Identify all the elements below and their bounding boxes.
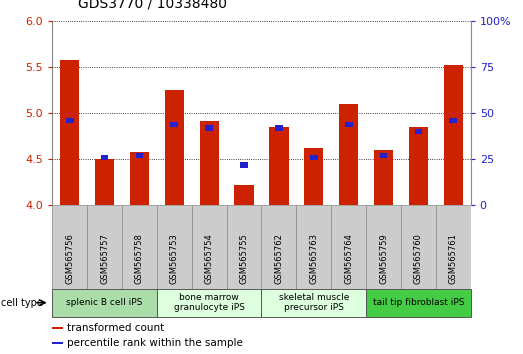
Bar bbox=[366, 289, 471, 317]
Bar bbox=[380, 153, 388, 158]
Bar bbox=[234, 185, 254, 205]
Bar bbox=[297, 205, 331, 289]
Bar bbox=[52, 327, 63, 329]
Text: GSM565760: GSM565760 bbox=[414, 234, 423, 284]
Text: GSM565757: GSM565757 bbox=[100, 234, 109, 284]
Bar bbox=[449, 118, 457, 124]
Text: GSM565754: GSM565754 bbox=[204, 234, 214, 284]
Bar bbox=[240, 162, 248, 167]
Text: GSM565763: GSM565763 bbox=[309, 233, 319, 284]
Bar bbox=[165, 90, 184, 205]
Bar bbox=[331, 205, 366, 289]
Text: GDS3770 / 10338480: GDS3770 / 10338480 bbox=[78, 0, 228, 11]
Bar bbox=[101, 155, 108, 160]
Bar bbox=[52, 342, 63, 344]
Bar bbox=[401, 205, 436, 289]
Text: GSM565759: GSM565759 bbox=[379, 234, 388, 284]
Bar bbox=[269, 127, 289, 205]
Bar bbox=[87, 205, 122, 289]
Bar bbox=[339, 104, 358, 205]
Bar bbox=[130, 152, 149, 205]
Bar bbox=[157, 289, 262, 317]
Bar bbox=[122, 205, 157, 289]
Bar bbox=[66, 118, 74, 124]
Bar bbox=[60, 60, 79, 205]
Bar bbox=[95, 159, 114, 205]
Bar bbox=[206, 125, 213, 131]
Bar bbox=[345, 121, 353, 127]
Bar bbox=[226, 205, 262, 289]
Bar bbox=[310, 155, 317, 160]
Text: GSM565753: GSM565753 bbox=[170, 234, 179, 284]
Bar bbox=[135, 153, 143, 158]
Text: transformed count: transformed count bbox=[67, 323, 164, 333]
Text: tail tip fibroblast iPS: tail tip fibroblast iPS bbox=[373, 298, 464, 307]
Text: bone marrow
granulocyte iPS: bone marrow granulocyte iPS bbox=[174, 293, 245, 312]
Bar bbox=[200, 121, 219, 205]
Bar bbox=[415, 129, 422, 135]
Text: GSM565758: GSM565758 bbox=[135, 234, 144, 284]
Bar bbox=[52, 289, 157, 317]
Text: GSM565764: GSM565764 bbox=[344, 234, 353, 284]
Text: GSM565761: GSM565761 bbox=[449, 234, 458, 284]
Bar bbox=[444, 65, 463, 205]
Text: GSM565755: GSM565755 bbox=[240, 234, 248, 284]
Bar bbox=[304, 148, 323, 205]
Bar bbox=[262, 289, 366, 317]
Bar bbox=[409, 127, 428, 205]
Bar bbox=[157, 205, 192, 289]
Bar bbox=[170, 121, 178, 127]
Bar bbox=[262, 205, 297, 289]
Bar bbox=[366, 205, 401, 289]
Text: cell type: cell type bbox=[1, 298, 43, 308]
Bar bbox=[192, 205, 226, 289]
Bar bbox=[275, 125, 283, 131]
Bar bbox=[436, 205, 471, 289]
Text: GSM565756: GSM565756 bbox=[65, 234, 74, 284]
Bar bbox=[52, 205, 87, 289]
Text: splenic B cell iPS: splenic B cell iPS bbox=[66, 298, 143, 307]
Bar bbox=[374, 150, 393, 205]
Text: skeletal muscle
precursor iPS: skeletal muscle precursor iPS bbox=[279, 293, 349, 312]
Text: GSM565762: GSM565762 bbox=[275, 234, 283, 284]
Text: percentile rank within the sample: percentile rank within the sample bbox=[67, 338, 243, 348]
